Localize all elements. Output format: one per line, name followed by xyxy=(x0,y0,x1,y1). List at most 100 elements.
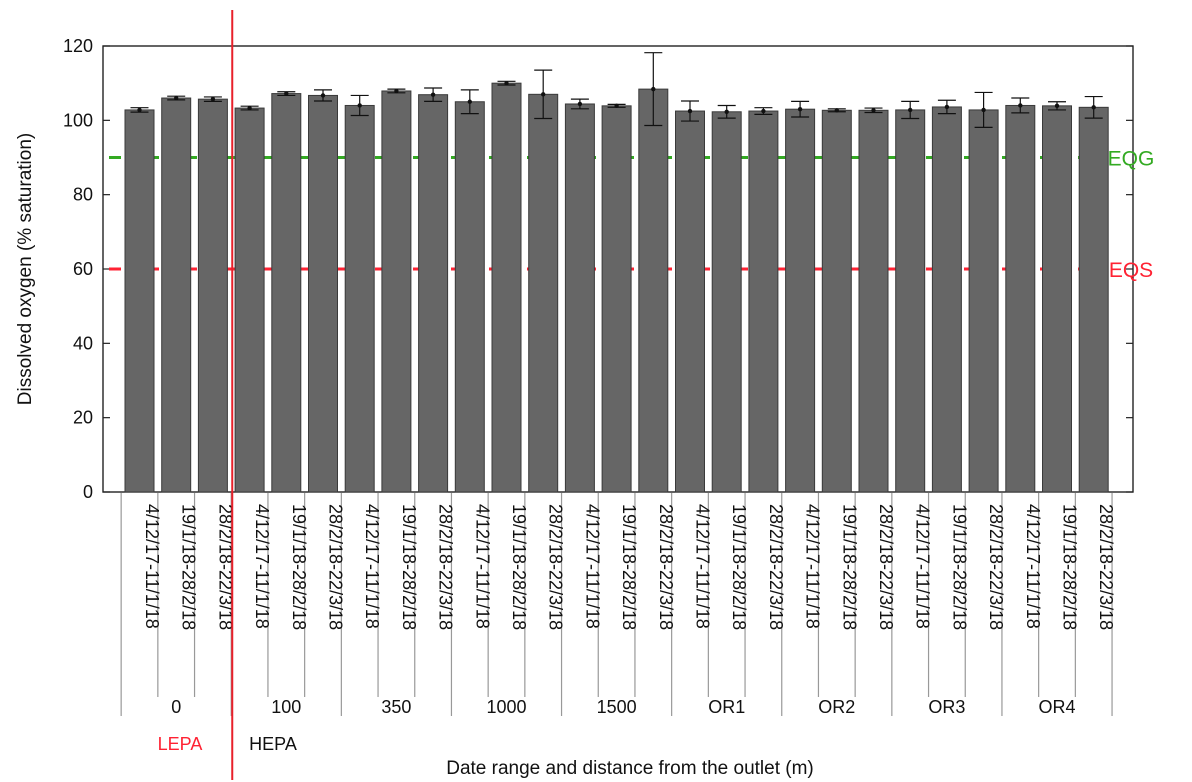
group-label-100: 100 xyxy=(271,697,301,717)
y-tick-label-0: 0 xyxy=(83,482,93,502)
mean-dot-OR2-1 xyxy=(797,106,803,112)
y-tick-label-100: 100 xyxy=(63,110,93,130)
bar-0-2 xyxy=(161,97,192,493)
bar-OR3-3 xyxy=(968,109,999,493)
bar-100-2 xyxy=(271,93,302,493)
mean-dot-OR1-1 xyxy=(687,108,693,114)
bar-350-1 xyxy=(344,104,375,493)
mean-dot-OR1-3 xyxy=(761,108,766,114)
ref-label-eqg: EQG xyxy=(1108,148,1155,171)
mean-dot-OR4-2 xyxy=(1054,103,1060,109)
mean-dot-1000-2 xyxy=(504,80,509,86)
date-label-OR3-1: 4/12/17-11/1/18 xyxy=(913,504,933,629)
date-label-OR2-2: 19/1/18-28/2/18 xyxy=(839,504,859,630)
group-label-350: 350 xyxy=(381,697,411,717)
y-tick-label-120: 120 xyxy=(63,36,93,56)
date-label-350-3: 28/2/18-22/3/18 xyxy=(436,504,456,630)
bar-OR3-2 xyxy=(931,106,962,493)
date-label-100-2: 19/1/18-28/2/18 xyxy=(289,504,309,630)
mean-dot-OR3-1 xyxy=(908,107,913,113)
date-label-OR3-2: 19/1/18-28/2/18 xyxy=(949,504,969,630)
group-label-OR4: OR4 xyxy=(1038,697,1075,717)
group-label-1500: 1500 xyxy=(597,697,637,717)
mean-dot-0-2 xyxy=(174,95,179,101)
mean-dot-100-3 xyxy=(320,93,326,98)
ref-label-eqs: EQS xyxy=(1109,259,1153,282)
mean-dot-1500-2 xyxy=(614,103,619,109)
bar-1000-3 xyxy=(528,93,559,493)
group-label-OR2: OR2 xyxy=(818,697,855,717)
date-label-350-1: 4/12/17-11/1/18 xyxy=(362,504,382,629)
date-label-1000-3: 28/2/18-22/3/18 xyxy=(546,504,566,630)
date-label-1500-1: 4/12/17-11/1/18 xyxy=(582,504,602,629)
mean-dot-350-1 xyxy=(357,103,362,108)
bar-OR2-3 xyxy=(858,109,889,493)
mean-dot-100-2 xyxy=(284,91,289,96)
bar-350-2 xyxy=(381,90,412,493)
mean-dot-OR4-1 xyxy=(1018,103,1023,108)
bar-OR4-3 xyxy=(1078,106,1109,493)
bar-1500-3 xyxy=(638,88,669,493)
mean-dot-1500-3 xyxy=(651,86,656,92)
date-label-OR2-3: 28/2/18-22/3/18 xyxy=(876,504,896,630)
group-label-OR3: OR3 xyxy=(928,697,965,717)
bars xyxy=(124,82,1109,493)
date-label-OR1-3: 28/2/18-22/3/18 xyxy=(766,504,786,630)
bar-1000-1 xyxy=(454,101,485,493)
mean-dot-OR2-2 xyxy=(834,108,839,113)
date-label-1500-2: 19/1/18-28/2/18 xyxy=(619,504,639,630)
bar-OR1-1 xyxy=(675,110,705,493)
zone-label-lepa: LEPA xyxy=(158,734,203,754)
mean-dot-350-3 xyxy=(430,92,436,97)
error-bars xyxy=(130,52,1103,128)
date-label-1000-1: 4/12/17-11/1/18 xyxy=(472,504,492,629)
y-tick-label-20: 20 xyxy=(73,408,93,428)
bar-100-3 xyxy=(308,94,338,493)
bar-OR4-2 xyxy=(1042,105,1072,493)
mean-dot-OR2-3 xyxy=(871,108,876,113)
date-label-1000-2: 19/1/18-28/2/18 xyxy=(509,504,529,630)
date-label-350-2: 19/1/18-28/2/18 xyxy=(399,504,419,630)
bar-350-3 xyxy=(418,94,449,493)
mean-dot-100-1 xyxy=(247,105,252,111)
bar-1500-2 xyxy=(601,105,632,493)
mean-dot-0-3 xyxy=(210,96,216,102)
date-label-OR1-1: 4/12/17-11/1/18 xyxy=(693,504,713,629)
y-axis-label: Dissolved oxygen (% saturation) xyxy=(15,133,36,405)
labels: Dissolved oxygen (% saturation) Date ran… xyxy=(15,133,814,779)
date-label-100-1: 4/12/17-11/1/18 xyxy=(252,504,272,629)
bar-0-1 xyxy=(124,109,155,493)
group-label-0: 0 xyxy=(171,697,181,717)
mean-dot-1000-1 xyxy=(467,99,472,104)
date-label-1500-3: 28/2/18-22/3/18 xyxy=(656,504,676,630)
mean-dot-1000-3 xyxy=(541,92,546,97)
bar-100-1 xyxy=(234,107,265,493)
bar-0-3 xyxy=(197,98,228,493)
y-tick-label-80: 80 xyxy=(73,185,93,205)
date-label-0-1: 4/12/17-11/1/18 xyxy=(142,504,162,629)
bar-OR1-3 xyxy=(748,110,779,493)
mean-dot-0-1 xyxy=(137,107,142,113)
group-label-OR1: OR1 xyxy=(708,697,745,717)
date-label-0-2: 19/1/18-28/2/18 xyxy=(179,504,199,630)
date-label-OR2-1: 4/12/17-11/1/18 xyxy=(803,504,823,629)
bar-OR2-2 xyxy=(821,109,852,493)
x-axis-label: Date range and distance from the outlet … xyxy=(446,758,814,779)
group-label-1000: 1000 xyxy=(486,697,526,717)
date-label-OR4-1: 4/12/17-11/1/18 xyxy=(1023,504,1043,629)
bar-OR1-2 xyxy=(711,111,742,493)
y-tick-label-60: 60 xyxy=(73,259,93,279)
date-label-0-3: 28/2/18-22/3/18 xyxy=(215,504,235,630)
mean-dot-OR4-3 xyxy=(1091,105,1096,110)
y-tick-label-40: 40 xyxy=(73,333,93,353)
date-label-OR3-3: 28/2/18-22/3/18 xyxy=(986,504,1006,630)
date-label-OR4-3: 28/2/18-22/3/18 xyxy=(1096,504,1116,630)
mean-dot-350-2 xyxy=(394,88,399,94)
mean-dot-1500-1 xyxy=(577,101,583,107)
bar-1000-2 xyxy=(491,82,522,493)
bar-OR2-1 xyxy=(785,108,816,493)
mean-dot-OR3-3 xyxy=(981,107,986,113)
date-label-OR1-2: 19/1/18-28/2/18 xyxy=(729,504,749,630)
date-label-100-3: 28/2/18-22/3/18 xyxy=(326,504,346,630)
